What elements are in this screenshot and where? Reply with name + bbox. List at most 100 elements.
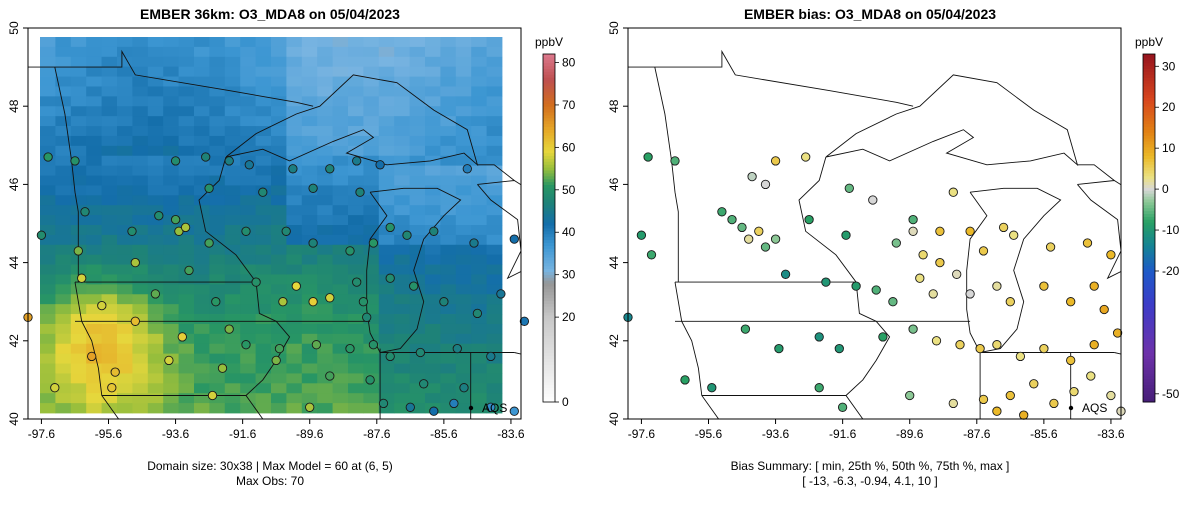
colorbar-segment: [543, 332, 555, 336]
heatmap-cell: [348, 254, 364, 265]
heatmap-cell: [486, 56, 503, 68]
colorbar-segment: [1143, 390, 1155, 394]
colorbar-segment: [1143, 83, 1155, 87]
colorbar-segment: [543, 271, 555, 275]
heatmap-cell: [486, 155, 503, 167]
heatmap-cell: [255, 254, 272, 265]
colorbar-segment: [1143, 399, 1155, 403]
colorbar-segment: [1143, 181, 1155, 185]
heatmap-cell: [317, 116, 333, 127]
heatmap-cell: [378, 363, 395, 374]
heatmap-cell: [301, 244, 318, 256]
colorbar-segment: [543, 132, 555, 136]
heatmap-cell: [55, 155, 72, 167]
heatmap-cell: [86, 46, 102, 58]
heatmap-cell: [178, 244, 195, 256]
heatmap-cell: [425, 135, 441, 147]
heatmap-cell: [348, 304, 364, 315]
heatmap-cell: [117, 284, 133, 295]
observation-point: [291, 281, 301, 291]
heatmap-cell: [224, 175, 241, 186]
heatmap-cell: [425, 175, 441, 186]
heatmap-cell: [70, 304, 87, 315]
colorbar-segment: [543, 228, 555, 232]
heatmap-cell: [301, 383, 318, 394]
colorbar-segment: [1143, 286, 1155, 290]
heatmap-cell: [163, 116, 179, 127]
heatmap-cell: [224, 234, 241, 246]
heatmap-cell: [178, 175, 195, 186]
heatmap-cell: [486, 234, 503, 246]
heatmap-cell: [86, 165, 102, 176]
heatmap-cell: [163, 284, 179, 295]
heatmap-cell: [255, 66, 272, 77]
heatmap-cell: [101, 175, 118, 186]
heatmap-cell: [425, 185, 441, 196]
heatmap-cell: [147, 363, 164, 374]
heatmap-cell: [40, 363, 56, 374]
colorbar-unit: ppbV: [1135, 35, 1163, 49]
colorbar-segment: [1143, 303, 1155, 307]
heatmap-cell: [255, 363, 272, 374]
heatmap-cell: [440, 333, 457, 345]
heatmap-cell: [117, 363, 133, 374]
colorbar-segment: [543, 216, 555, 220]
heatmap-cell: [55, 304, 72, 315]
heatmap-cell: [486, 373, 503, 384]
observation-point: [378, 398, 389, 409]
heatmap-cell: [317, 403, 333, 414]
observation-point: [70, 156, 80, 166]
heatmap-cell: [301, 155, 318, 167]
heatmap-cell: [40, 225, 56, 236]
heatmap-cell: [224, 244, 241, 256]
heatmap-cell: [425, 314, 441, 325]
heatmap-cell: [147, 155, 164, 167]
bias-point: [844, 183, 854, 193]
colorbar-segment: [1143, 375, 1155, 380]
state-border: [798, 156, 877, 322]
heatmap-cell: [178, 165, 195, 176]
heatmap-cell: [255, 165, 272, 176]
heatmap-cell: [271, 244, 287, 256]
heatmap-cell: [363, 155, 380, 167]
heatmap-cell: [271, 195, 287, 206]
colorbar-segment: [1143, 283, 1155, 287]
heatmap-cell: [224, 66, 241, 77]
heatmap-cell: [348, 106, 364, 117]
heatmap-cell: [101, 37, 118, 48]
heatmap-cell: [101, 353, 118, 364]
heatmap-cell: [147, 264, 164, 275]
heatmap-cell: [163, 225, 179, 236]
heatmap-cell: [255, 56, 272, 68]
heatmap-cell: [132, 185, 149, 196]
aqs-legend-marker: [468, 405, 474, 411]
heatmap-cell: [40, 304, 56, 315]
bias-point: [1112, 328, 1123, 338]
heatmap-cell: [55, 403, 72, 414]
colorbar-segment: [1143, 112, 1155, 116]
state-border: [1077, 180, 1121, 280]
observation-point: [110, 367, 120, 377]
heatmap-cell: [301, 195, 318, 206]
colorbar-segment: [1143, 213, 1155, 217]
heatmap-cell: [348, 373, 364, 384]
observation-point: [150, 289, 161, 299]
heatmap-cell: [455, 46, 472, 58]
heatmap-cell: [147, 175, 164, 186]
heatmap-cell: [409, 205, 426, 216]
heatmap-cell: [332, 116, 349, 127]
bias-point: [643, 152, 653, 162]
heatmap-cell: [440, 353, 457, 364]
heatmap-cell: [378, 333, 395, 345]
heatmap-cell: [101, 403, 118, 414]
colorbar-segment: [543, 233, 555, 238]
heatmap-cell: [163, 333, 179, 345]
colorbar-segment: [543, 210, 555, 214]
heatmap-cell: [132, 46, 149, 58]
colorbar-tick-label: -10: [1162, 223, 1180, 237]
colorbar-segment: [543, 230, 555, 235]
heatmap-cell: [194, 225, 210, 236]
colorbar-segment: [1143, 103, 1155, 107]
